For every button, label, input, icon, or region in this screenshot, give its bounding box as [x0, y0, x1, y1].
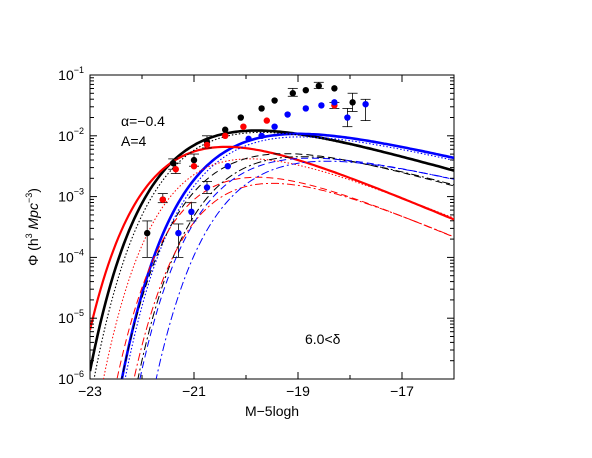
- y-label-mid: Mpc: [25, 203, 41, 233]
- x-tick-label: −23: [78, 383, 102, 399]
- model-curves: [90, 129, 454, 379]
- data-point: [362, 100, 369, 108]
- data-point: [258, 105, 265, 112]
- data-point: [331, 99, 338, 106]
- data-point: [284, 111, 291, 118]
- data-point: [240, 123, 247, 130]
- data-point: [159, 196, 166, 203]
- x-axis-label: M−5logh: [245, 403, 299, 419]
- y-label-end: ): [25, 188, 41, 193]
- y-label-main: Φ (h: [25, 238, 41, 266]
- delta-annotation: 6.0<δ: [305, 331, 341, 347]
- plot-frame: [89, 74, 455, 380]
- model-curve: [155, 160, 454, 379]
- data-point: [222, 132, 229, 139]
- x-tick-label: −17: [390, 383, 414, 399]
- data-point: [203, 184, 211, 191]
- data-point: [302, 105, 309, 112]
- model-curve: [116, 176, 454, 379]
- model-curve: [93, 131, 454, 379]
- data-point: [289, 90, 296, 97]
- data-point: [144, 229, 151, 237]
- model-curve: [121, 153, 454, 379]
- data-point: [263, 117, 270, 124]
- data-point: [188, 208, 195, 215]
- model-curve: [124, 136, 454, 379]
- y-tick-label: 10−5: [58, 308, 84, 326]
- y-axis-label: Φ (h3 Mpc−3): [24, 188, 41, 266]
- x-tick-label: −21: [182, 383, 206, 399]
- data-point: [245, 135, 252, 143]
- data-point: [302, 87, 309, 94]
- data-point: [224, 163, 231, 170]
- x-tick-label: −19: [286, 383, 310, 399]
- data-point: [172, 166, 179, 173]
- data-points: [142, 81, 371, 258]
- model-curve: [90, 129, 454, 372]
- data-point: [315, 82, 322, 90]
- data-point: [271, 97, 278, 104]
- y-label-sup2: −3: [24, 193, 34, 203]
- data-point: [349, 99, 356, 106]
- model-curve: [120, 132, 454, 379]
- data-point: [318, 102, 325, 109]
- axis-ticks: −23 −21 −19 −17 10−6 10−5 10−4 10−3 10−2 10−1: [58, 65, 455, 399]
- data-point: [190, 156, 198, 164]
- data-point: [258, 132, 265, 139]
- data-point: [190, 163, 198, 170]
- a-annotation: A=4: [121, 133, 147, 149]
- model-curve: [90, 145, 454, 331]
- data-point: [344, 114, 351, 121]
- alpha-annotation: α=−0.4: [121, 113, 165, 129]
- y-tick-label: 10−3: [58, 187, 84, 205]
- data-point: [203, 141, 211, 149]
- y-tick-label: 10−2: [58, 126, 84, 144]
- y-tick-label: 10−1: [58, 65, 84, 83]
- model-curve: [137, 156, 454, 379]
- y-tick-label: 10−4: [58, 247, 84, 265]
- data-point: [271, 123, 278, 130]
- data-point: [175, 229, 182, 237]
- data-point: [331, 85, 338, 92]
- y-label-sup1: 3: [24, 233, 34, 238]
- data-point: [237, 114, 244, 121]
- data-point: [222, 126, 229, 133]
- model-curve: [133, 182, 454, 379]
- y-tick-label: 10−6: [58, 369, 84, 387]
